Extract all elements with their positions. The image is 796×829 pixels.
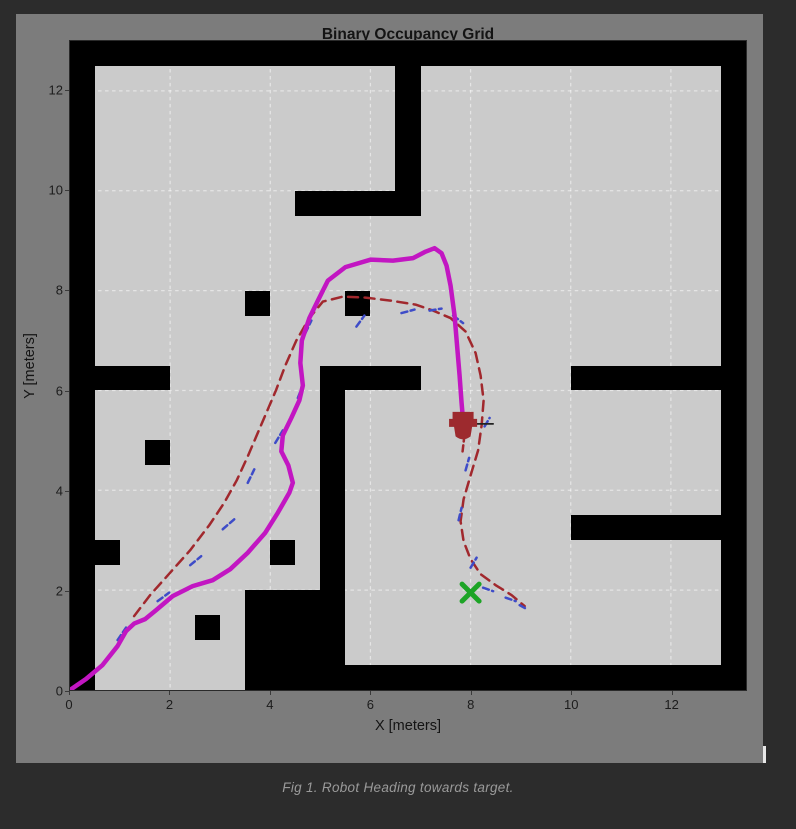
wall-block — [395, 65, 421, 216]
particle-segment — [156, 591, 171, 603]
particle-segment — [483, 416, 491, 428]
occupancy-walls — [70, 41, 746, 690]
wall-block — [195, 615, 221, 641]
text-cursor — [763, 746, 766, 763]
x-tick-mark — [470, 691, 472, 695]
y-axis-label: Y [meters] — [22, 333, 38, 399]
matlab-figure: Binary Occupancy Grid 0 2 4 6 8 10 12 0 2 4 6 8 10 1… — [16, 14, 763, 763]
x-tick-label: 4 — [266, 697, 274, 712]
y-tick-label: 6 — [55, 383, 63, 399]
wall-block — [270, 540, 296, 566]
wall-block — [145, 440, 171, 466]
x-tick-mark — [571, 691, 573, 695]
particle-segment — [355, 314, 366, 328]
particle-segment — [400, 308, 416, 315]
x-tick-mark — [370, 691, 372, 695]
particle-segment — [246, 468, 256, 485]
wall-block — [70, 41, 746, 66]
wall-block — [95, 365, 171, 391]
wall-block — [345, 290, 371, 316]
wall-block — [295, 190, 421, 216]
wall-block — [320, 390, 346, 591]
wall-block — [570, 365, 721, 391]
trajectories-overlay — [70, 245, 528, 690]
wall-block — [570, 515, 721, 541]
y-tick-label: 4 — [55, 483, 63, 499]
x-tick-label: 12 — [664, 697, 679, 712]
y-tick-mark — [65, 390, 69, 392]
x-tick-mark — [69, 691, 70, 695]
reference-path — [132, 295, 526, 618]
particle-segment — [457, 506, 463, 522]
robot-path — [70, 245, 466, 690]
x-tick-mark — [671, 691, 673, 695]
reference-path-tick — [461, 437, 466, 453]
x-tick-label: 6 — [366, 697, 374, 712]
x-tick-mark — [169, 691, 171, 695]
particle-segment — [481, 586, 495, 593]
y-tick-label: 0 — [55, 683, 63, 699]
figure-caption: Fig 1. Robot Heading towards target. — [282, 780, 514, 795]
y-tick-label: 12 — [48, 82, 63, 98]
wall-block — [245, 290, 271, 316]
y-tick-mark — [65, 190, 69, 192]
wall-block — [95, 540, 121, 566]
x-tick-mark — [269, 691, 271, 695]
y-tick-mark — [65, 90, 69, 92]
y-tick-label: 8 — [55, 282, 63, 298]
y-tick-label: 2 — [55, 583, 63, 599]
particle-segment — [518, 603, 528, 611]
plot-title: Binary Occupancy Grid — [321, 26, 495, 43]
particle-segment — [504, 596, 517, 603]
wall-block — [320, 365, 421, 391]
particle-segment — [428, 307, 443, 312]
robot-marker — [449, 411, 478, 440]
y-tick-label: 10 — [48, 182, 63, 198]
particle-segment — [221, 518, 236, 531]
goal-x-marker — [459, 581, 482, 604]
y-tick-mark — [65, 691, 69, 692]
y-tick-mark — [65, 490, 69, 492]
grid-lines — [70, 41, 746, 690]
y-tick-mark — [65, 590, 69, 592]
y-tick-mark — [65, 290, 69, 292]
x-tick-label: 0 — [65, 697, 73, 712]
x-tick-label: 10 — [563, 697, 579, 712]
x-axis-label: X [meters] — [374, 718, 442, 734]
occupancy-grid-plot — [69, 40, 747, 691]
wall-block — [245, 590, 346, 690]
particle-segment — [464, 456, 471, 472]
wall-block — [720, 65, 746, 666]
particle-segment — [274, 429, 285, 445]
wall-block — [70, 65, 96, 690]
x-tick-label: 2 — [165, 697, 174, 712]
particle-segment — [469, 556, 478, 569]
particle-segment — [188, 554, 203, 567]
x-tick-label: 8 — [467, 697, 475, 712]
